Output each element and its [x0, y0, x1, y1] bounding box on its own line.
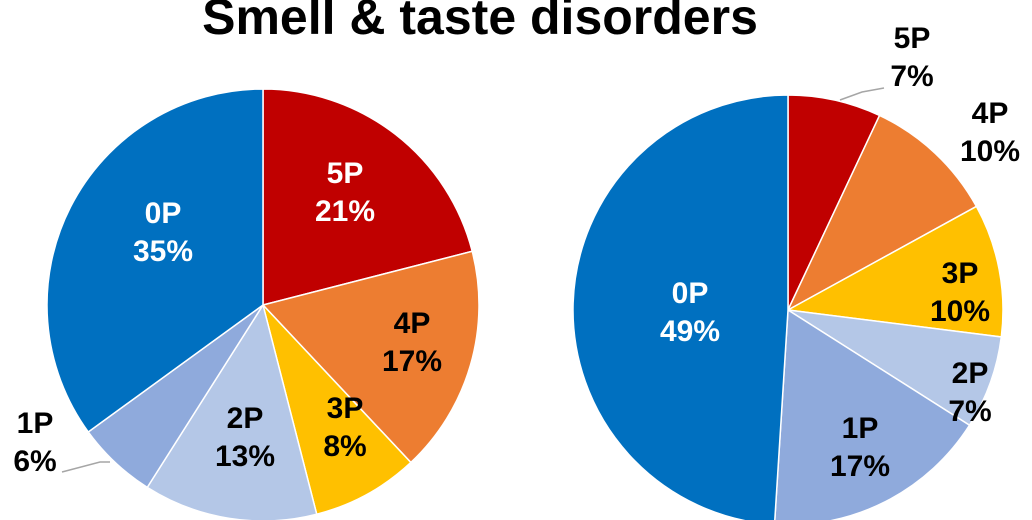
- slice-category: 2P: [227, 402, 264, 435]
- slice-value-label: 35%: [133, 235, 193, 268]
- pie-slice: [262, 88, 474, 306]
- slice-value-label: 17%: [830, 450, 890, 483]
- slice-value-label: 21%: [315, 195, 375, 228]
- slice-value-label: 49%: [660, 315, 720, 348]
- slice-value-label: 10%: [930, 295, 990, 328]
- slice-value-label: 13%: [215, 440, 275, 473]
- leader-line: [61, 461, 110, 473]
- slice-category: 4P: [972, 97, 1009, 130]
- pie-slice: [261, 250, 480, 464]
- pie-slice: [774, 308, 971, 520]
- slice-value-label: 6%: [13, 445, 56, 478]
- slice-value-label: 10%: [960, 135, 1020, 168]
- slice-category: 2P: [952, 357, 989, 390]
- slice-category: 1P: [17, 407, 54, 440]
- slice-category: 4P: [394, 307, 431, 340]
- slice-value-label: 8%: [323, 430, 366, 463]
- pie-slice: [46, 88, 264, 434]
- pie-slice: [786, 114, 978, 312]
- slice-category: 1P: [842, 412, 879, 445]
- slice-value-label: 7%: [948, 395, 991, 428]
- slice-category: 0P: [145, 197, 182, 230]
- slice-value-label: 7%: [890, 60, 933, 93]
- slice-value-label: 17%: [382, 345, 442, 378]
- slice-category: 5P: [327, 157, 364, 190]
- slice-category: 3P: [327, 392, 364, 425]
- chart-title: Smell & taste disorders: [202, 0, 758, 45]
- slice-category: 5P: [894, 22, 931, 55]
- pie-slice: [572, 94, 789, 520]
- slice-category: 3P: [942, 257, 979, 290]
- leader-line: [839, 87, 885, 101]
- pie-slice: [262, 304, 412, 516]
- pie-slice: [785, 205, 1004, 338]
- slice-category: 0P: [672, 277, 709, 310]
- pie-slice: [146, 303, 318, 520]
